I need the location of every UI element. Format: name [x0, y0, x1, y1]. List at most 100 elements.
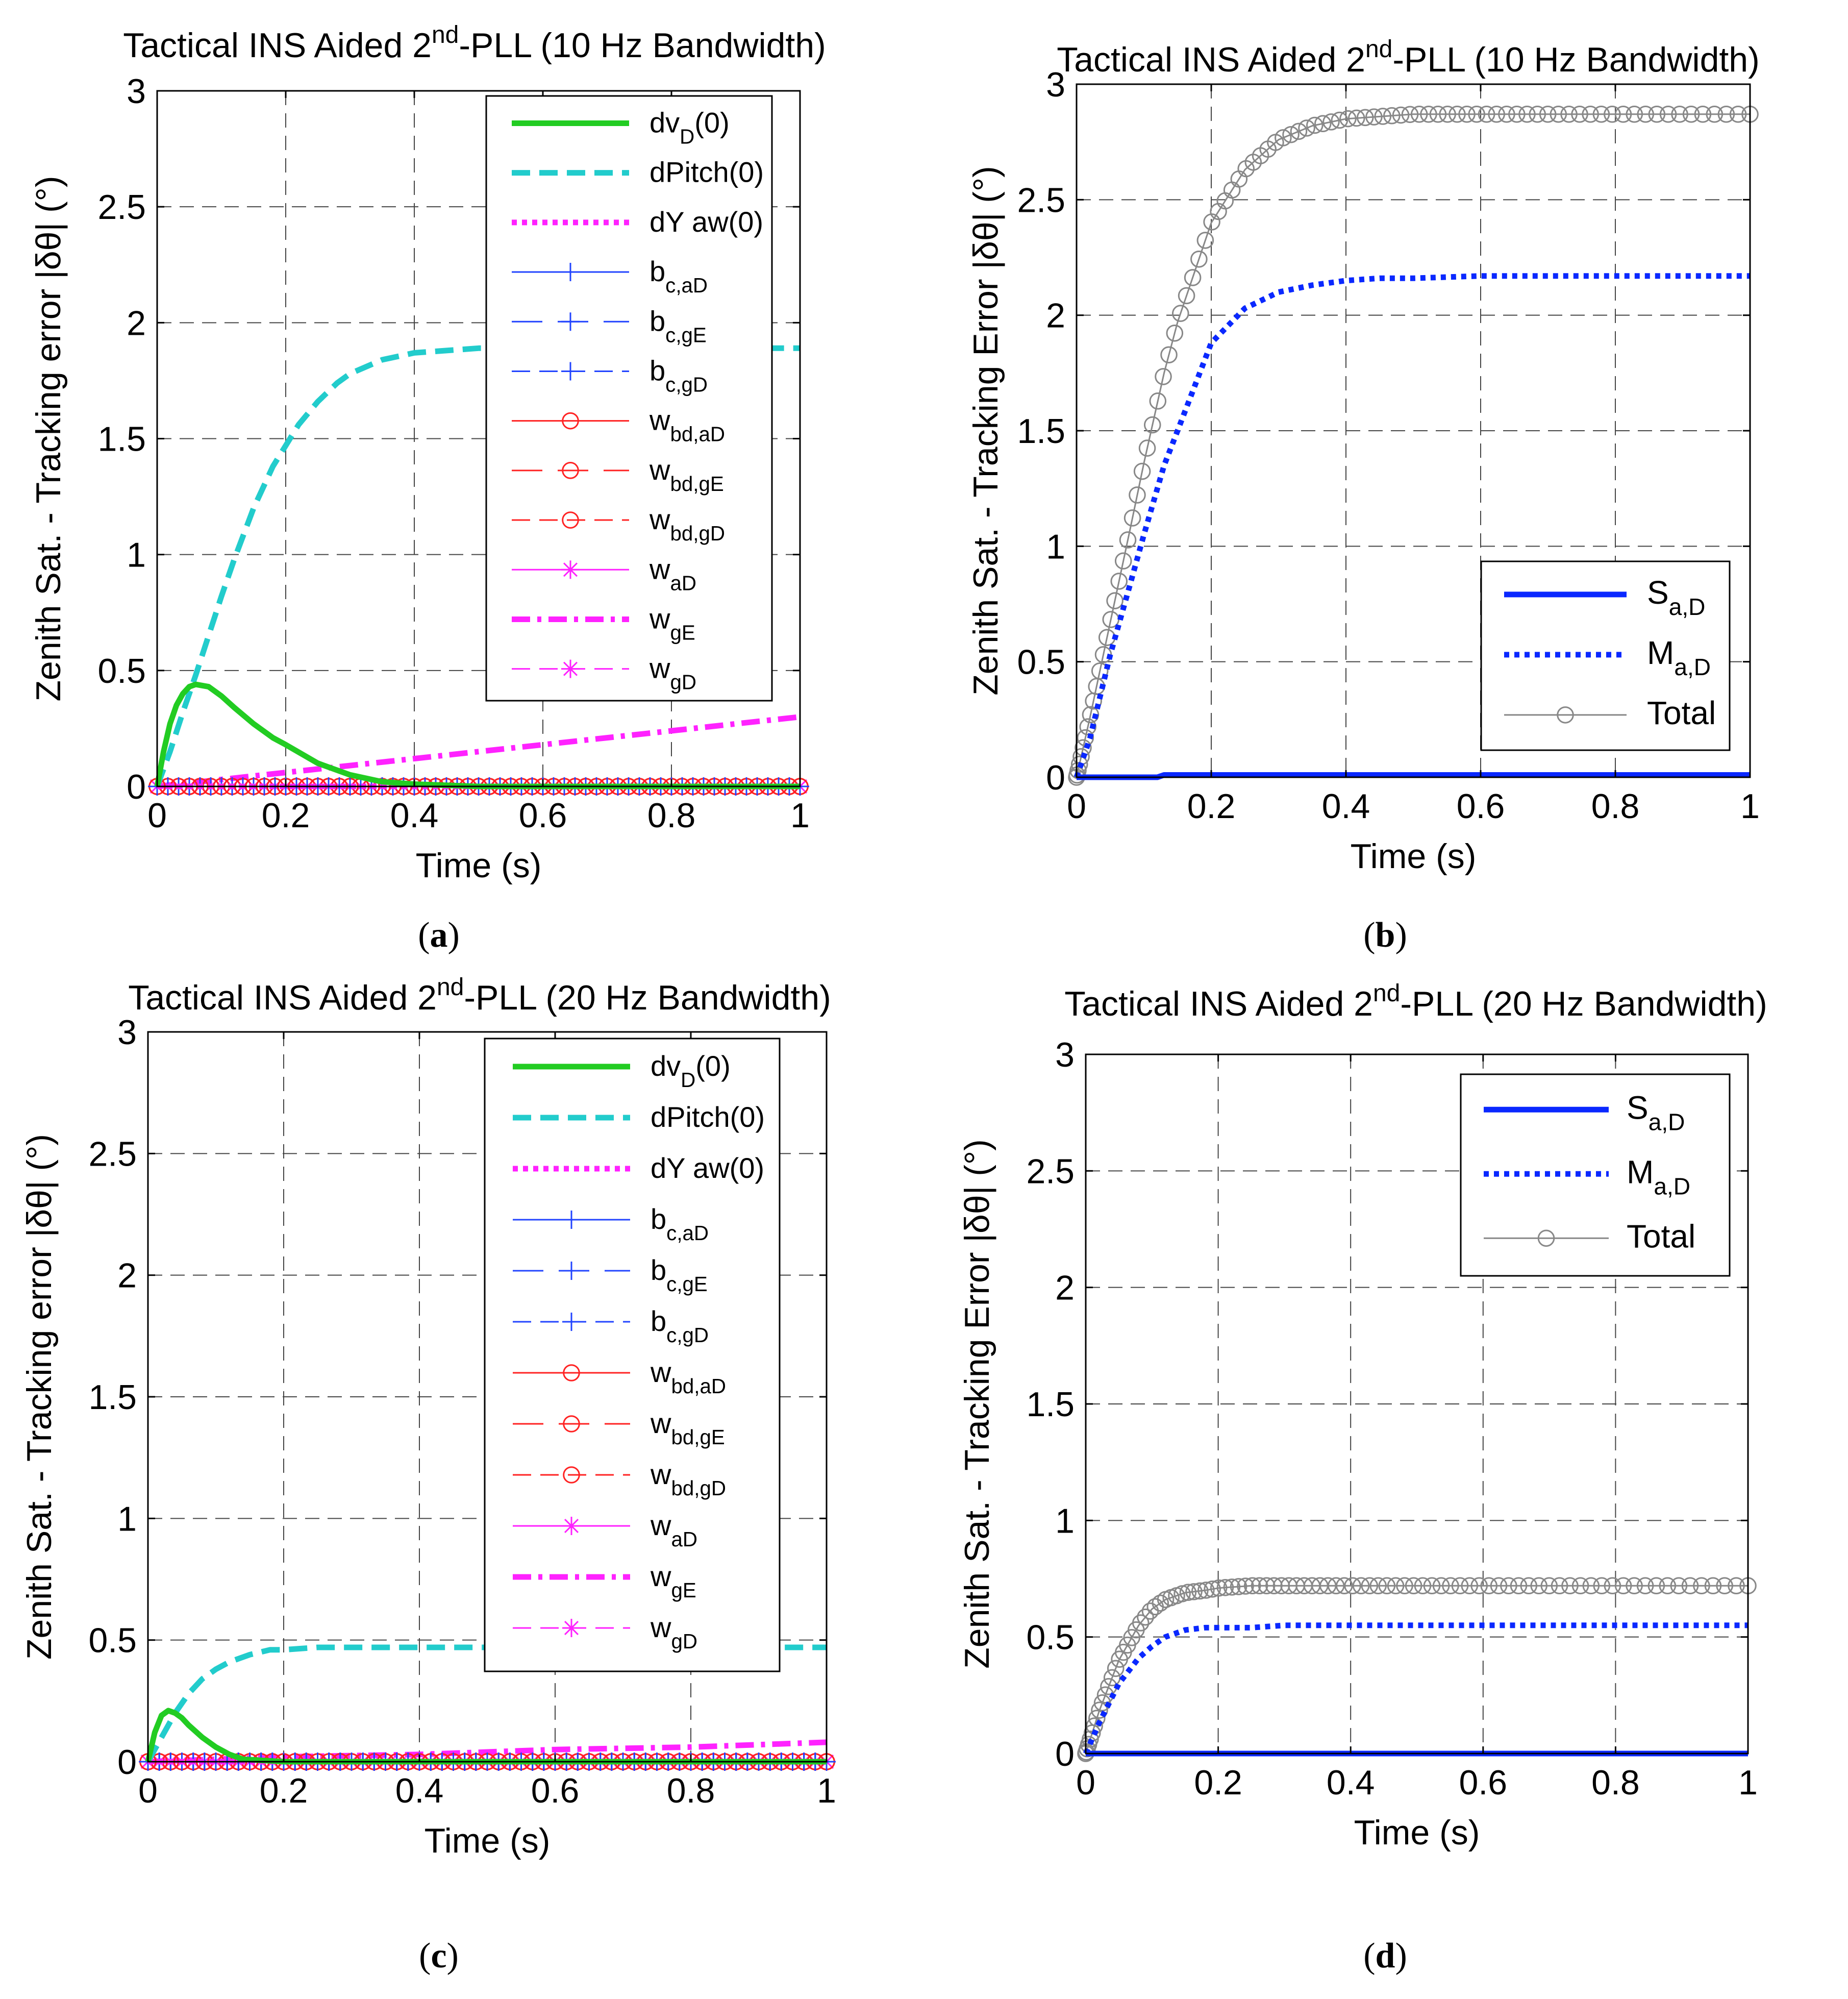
legend-label: waD — [649, 553, 696, 595]
y-tick-label: 1 — [1055, 1501, 1075, 1540]
legend-entry-wbd-ge: wbd,gE — [513, 1407, 725, 1449]
series-total-marker — [1184, 269, 1202, 286]
series-total-marker — [1155, 368, 1172, 385]
legend-entry-bc-ad: bc,aD — [512, 255, 708, 297]
series-total-marker — [1682, 106, 1700, 123]
series-total-marker — [1582, 1577, 1600, 1594]
series-total-marker — [1694, 106, 1712, 123]
series-total-marker — [1648, 106, 1666, 123]
legend-marker — [562, 412, 579, 430]
legend-entry-total: Total — [1504, 695, 1716, 731]
series-total-marker — [1681, 1577, 1699, 1594]
series-total-marker — [1088, 1710, 1106, 1727]
legend: Sa,D Ma,D Total — [1460, 1073, 1731, 1277]
y-axis-label: Zenith Sat. - Tracking Error |δθ| (°) — [958, 1139, 996, 1669]
y-tick-label: 1 — [117, 1499, 137, 1538]
legend-marker — [562, 462, 579, 479]
legend-entry-bc-ad: bc,aD — [513, 1203, 709, 1245]
series-total-marker — [1298, 119, 1315, 137]
series-total-marker — [1414, 1577, 1432, 1594]
legend-marker — [1537, 1229, 1555, 1247]
series-total-marker — [1480, 1577, 1498, 1594]
series-dpitch-0- — [154, 345, 800, 787]
legend-label: wbd,aD — [649, 404, 725, 446]
series-total-marker — [1449, 106, 1466, 123]
panel-caption: (d) — [1363, 1936, 1407, 1976]
series-total-marker — [1478, 106, 1495, 123]
y-tick-label: 2 — [127, 304, 146, 342]
legend-label: bc,aD — [651, 1203, 709, 1245]
series-total-marker — [1179, 1584, 1197, 1601]
series-total-marker — [1196, 232, 1214, 249]
y-axis-label: Zenith Sat. - Tracking Error |δθ| (°) — [966, 166, 1005, 696]
legend-box — [485, 95, 773, 702]
series-total-marker — [1659, 1577, 1677, 1594]
series-total-marker — [1191, 1582, 1209, 1600]
series-total-marker — [1439, 106, 1456, 123]
legend-entry-wge: wgE — [513, 1560, 696, 1602]
series-ma-d — [1073, 273, 1750, 778]
legend-entry-dyaw-0-: dY aw(0) — [513, 1152, 764, 1184]
legend-label: dY aw(0) — [651, 1152, 764, 1184]
series-total-marker — [1290, 122, 1308, 140]
series-total-marker — [1306, 116, 1323, 134]
legend-marker — [561, 362, 580, 381]
chart-title: Tactical INS Aided 2nd-PLL (20 Hz Bandwi… — [1064, 980, 1767, 1023]
legend-marker — [563, 1415, 580, 1433]
legend-entry-dvd-0-: dvD(0) — [513, 1050, 731, 1092]
legend-label: Ma,D — [1627, 1153, 1690, 1199]
legend-marker — [563, 1466, 580, 1484]
series-total-marker — [1529, 106, 1546, 123]
x-tick-label: 0 — [138, 1771, 158, 1810]
x-tick-label: 0.2 — [262, 796, 310, 835]
series-total-marker — [1647, 1577, 1665, 1594]
panel-caption: (b) — [1363, 916, 1407, 955]
legend-marker — [562, 511, 579, 529]
series-total-marker — [1716, 1577, 1733, 1594]
y-tick-label: 2 — [117, 1256, 137, 1295]
series-total-marker — [1582, 106, 1599, 123]
series-total-marker — [1604, 1577, 1621, 1594]
legend-label: dPitch(0) — [651, 1101, 765, 1133]
series-total-marker — [1282, 126, 1300, 143]
series-total-marker — [1190, 250, 1208, 268]
y-tick-label: 1.5 — [88, 1378, 137, 1417]
series-total-marker — [1717, 106, 1735, 123]
legend-entry-ma-d: Ma,D — [1504, 634, 1711, 680]
legend: dvD(0) dPitch(0) dY aw(0) bc,aD bc,gE bc,gD wb… — [485, 95, 773, 702]
legend-entry-wbd-gd: wbd,gD — [512, 503, 725, 545]
legend-box — [484, 1038, 781, 1672]
series-total-marker — [1123, 509, 1141, 527]
series-total-marker — [1079, 718, 1096, 735]
series-ma-d — [1083, 1622, 1748, 1755]
legend-entry-dvd-0-: dvD(0) — [512, 106, 730, 148]
legend-marker — [561, 560, 580, 579]
series-total-marker — [1410, 106, 1428, 123]
series-total-marker — [1223, 1578, 1241, 1596]
series-total-marker — [1530, 1577, 1547, 1594]
legend-label: dvD(0) — [650, 106, 730, 148]
y-tick-label: 0.5 — [1017, 643, 1065, 682]
legend-entry-bc-ge: bc,gE — [513, 1254, 708, 1296]
series-total-marker — [1197, 1582, 1215, 1599]
legend-label: wgD — [650, 1611, 697, 1653]
legend-entry-wbd-ge: wbd,gE — [512, 454, 724, 496]
series-total-marker — [1728, 1577, 1745, 1594]
series-total-marker — [1344, 1577, 1361, 1594]
series-total-marker — [1604, 106, 1621, 123]
x-tick-label: 0.2 — [1187, 787, 1236, 826]
legend-label: bc,gE — [650, 305, 707, 347]
series-total-marker — [1461, 1577, 1479, 1594]
x-tick-label: 0.4 — [1327, 1763, 1375, 1802]
legend-marker — [562, 1619, 581, 1637]
legend-marker — [561, 659, 580, 678]
series-total-marker — [1626, 1577, 1643, 1594]
legend-entry-sa-d: Sa,D — [1504, 574, 1705, 620]
series-total-marker — [1110, 573, 1128, 590]
series-total-marker — [1405, 1577, 1422, 1594]
legend-entry-wgd: wgD — [513, 1611, 697, 1653]
x-tick-label: 0.6 — [519, 796, 567, 835]
series-total-marker — [1671, 106, 1688, 123]
x-tick-label: 0.6 — [1457, 787, 1505, 826]
